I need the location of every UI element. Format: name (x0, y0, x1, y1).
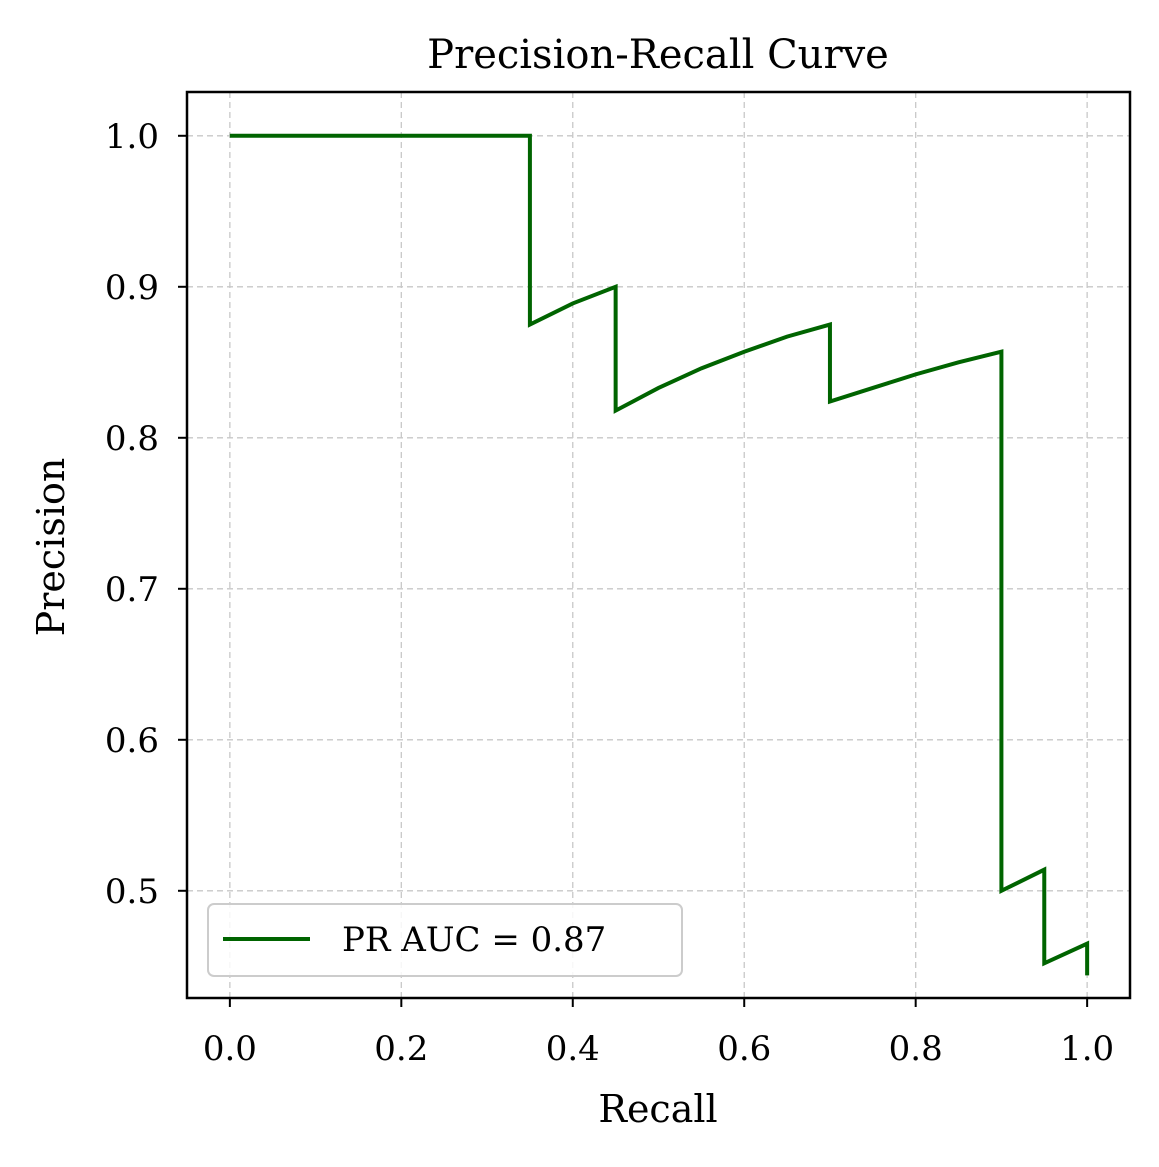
y-tick-label: 0.8 (105, 419, 159, 459)
x-tick-label: 0.2 (374, 1029, 428, 1069)
x-tick-label: 0.0 (203, 1029, 257, 1069)
y-tick-label: 0.9 (105, 268, 159, 308)
legend-label: PR AUC = 0.87 (342, 920, 606, 960)
legend: PR AUC = 0.87 (207, 903, 683, 977)
legend-box (207, 903, 683, 977)
x-axis-label: Recall (598, 1087, 717, 1131)
x-tick-label: 1.0 (1060, 1029, 1114, 1069)
series-layer (229, 133, 1090, 976)
y-tick-label: 1.0 (105, 117, 159, 157)
y-tick-label: 0.6 (105, 721, 159, 761)
axis-ticks: 0.0 0.2 0.4 0.6 0.8 1.0 0.5 0.6 0.7 0.8 0.9 1.0 (105, 117, 1114, 1069)
x-tick-label: 0.4 (546, 1029, 600, 1069)
plot-frame (185, 90, 1132, 1000)
y-tick-label: 0.5 (105, 872, 159, 912)
chart-title: Precision-Recall Curve (427, 32, 889, 78)
pr-curve-line (229, 133, 1090, 976)
grid-lines (187, 92, 1130, 998)
y-tick-label: 0.7 (105, 570, 159, 610)
y-axis-label: Precision (29, 458, 73, 637)
x-tick-label: 0.6 (717, 1029, 771, 1069)
x-tick-label: 0.8 (889, 1029, 943, 1069)
